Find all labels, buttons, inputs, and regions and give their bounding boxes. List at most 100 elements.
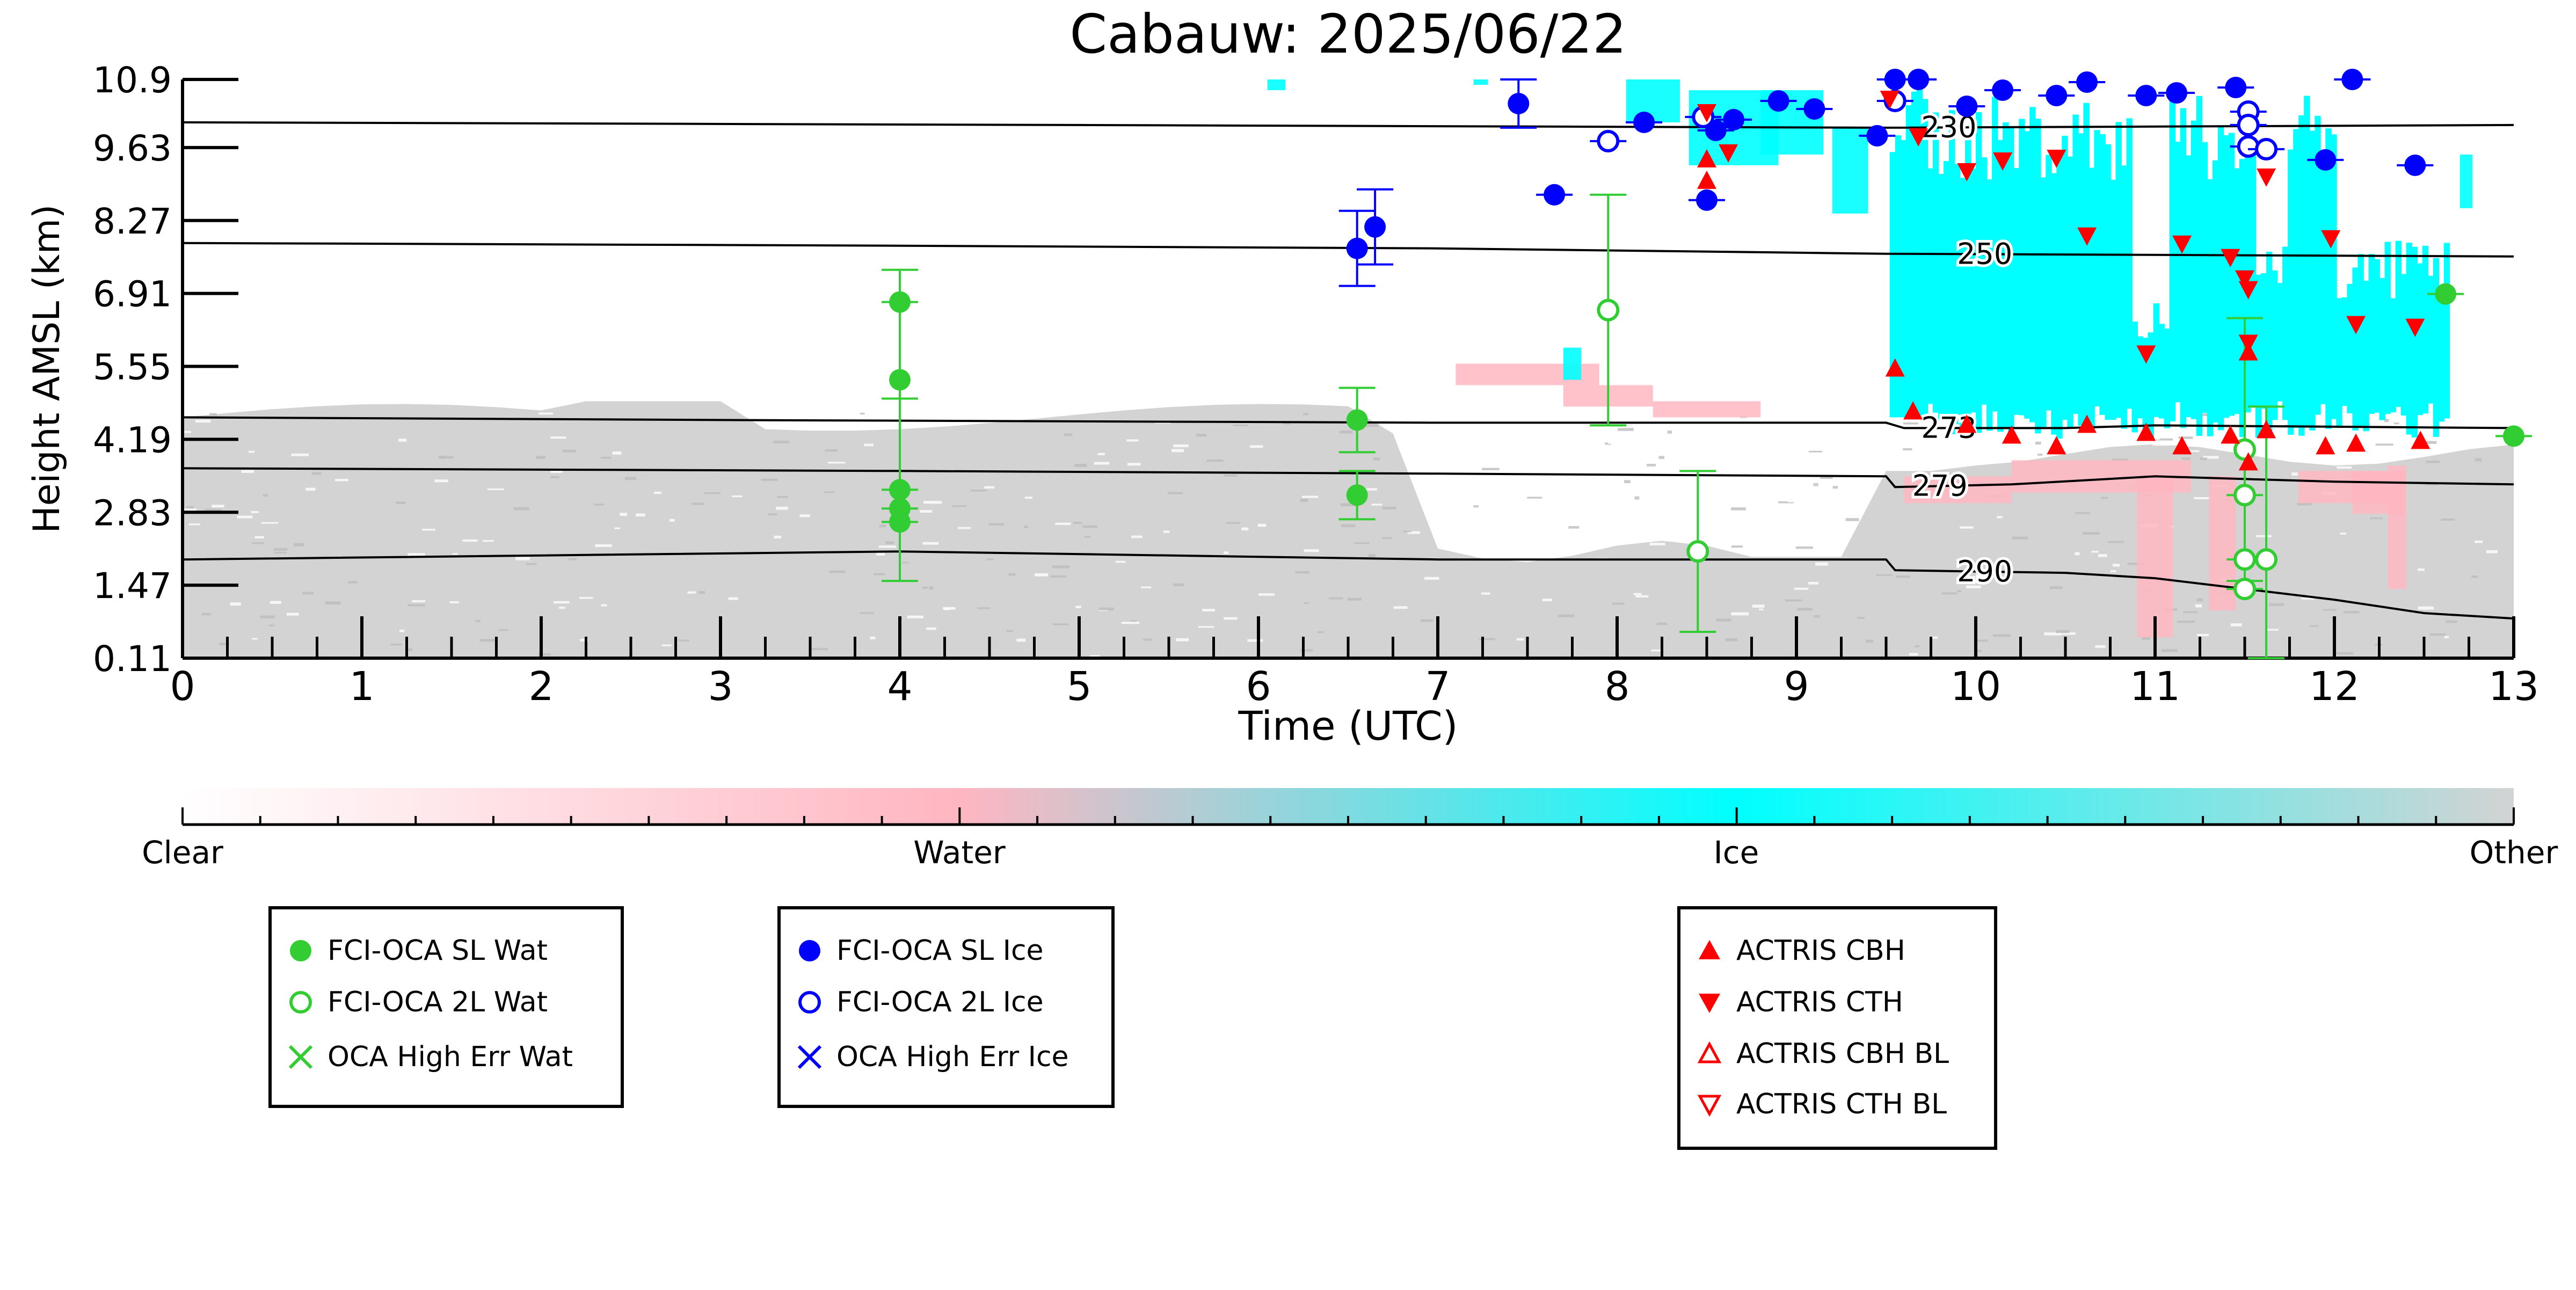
- open-circle-marker: [2237, 135, 2260, 158]
- classification-speckle: [864, 443, 874, 447]
- ice-class-column: [1943, 161, 1950, 417]
- classification-speckle: [2044, 632, 2061, 636]
- classification-speckle: [1845, 518, 1859, 521]
- ice-class-column: [2320, 163, 2326, 404]
- classification-speckle: [829, 570, 845, 573]
- ice-class-column: [2427, 275, 2434, 404]
- chart-title: Cabauw: 2025/06/22: [1069, 3, 1626, 65]
- ice-class-column: [2309, 130, 2316, 431]
- colorbar-label-ice: Ice: [1714, 834, 1759, 871]
- triangle-down-marker: [2257, 168, 2276, 187]
- classification-speckle: [1127, 463, 1141, 466]
- open-circle-marker: [2255, 548, 2278, 571]
- legend-item-higherr-wat: OCA High Err Wat: [285, 1033, 573, 1081]
- triangle-down-marker: [1993, 152, 2013, 171]
- classification-speckle: [1198, 626, 1214, 628]
- open-triangle-down-marker-icon: [1697, 1095, 1722, 1117]
- classification-speckle: [390, 644, 402, 646]
- classification-speckle: [1098, 607, 1115, 610]
- classification-speckle: [1304, 549, 1319, 552]
- classification-speckle: [1847, 535, 1852, 537]
- classification-speckle: [825, 449, 838, 452]
- water-class-patch: [2352, 471, 2406, 514]
- classification-speckle: [1735, 476, 1752, 479]
- classification-speckle: [452, 553, 458, 555]
- classification-speckle: [195, 420, 211, 423]
- classification-speckle: [553, 601, 570, 604]
- legend-item-sl-ice: FCI-OCA SL Ice: [794, 927, 1044, 975]
- legend-ice: FCI-OCA SL Ice FCI-OCA 2L Ice OCA High E…: [777, 906, 1115, 1108]
- classification-speckle: [1473, 505, 1479, 508]
- classification-speckle: [268, 624, 274, 626]
- ice-class-column: [2099, 134, 2106, 415]
- classification-speckle: [1407, 531, 1421, 534]
- open-circle-marker: [1597, 298, 1620, 322]
- classification-speckle: [1226, 522, 1240, 524]
- classification-speckle: [270, 601, 281, 604]
- classification-speckle: [1752, 604, 1765, 608]
- classification-speckle: [407, 648, 413, 651]
- classification-speckle: [1359, 488, 1377, 491]
- open-circle-marker: [2233, 578, 2256, 601]
- classification-speckle: [1900, 446, 1917, 449]
- classification-speckle: [1798, 436, 1804, 439]
- ice-class-column: [2228, 133, 2235, 416]
- classification-speckle: [923, 501, 942, 504]
- classification-speckle: [1050, 575, 1067, 578]
- legend-item-higherr-ice: OCA High Err Ice: [794, 1033, 1069, 1081]
- classification-speckle: [595, 544, 612, 547]
- ice-class-column: [1927, 168, 1934, 404]
- classification-speckle: [1737, 523, 1754, 527]
- classification-speckle: [1163, 530, 1170, 533]
- classification-speckle: [2340, 533, 2346, 535]
- triangle-down-marker: [1909, 128, 1929, 147]
- filled-circle-marker: [889, 511, 911, 533]
- classification-speckle: [1052, 623, 1069, 625]
- classification-speckle: [1173, 583, 1184, 586]
- ice-class-column: [2029, 107, 2036, 422]
- classification-speckle: [1340, 503, 1357, 507]
- classification-speckle: [2194, 497, 2212, 499]
- classification-speckle: [550, 470, 563, 473]
- triangle-down-marker: [2346, 316, 2366, 334]
- classification-speckle: [2310, 625, 2319, 627]
- classification-speckle: [1841, 526, 1852, 529]
- classification-speckle: [2343, 611, 2360, 614]
- classification-speckle: [774, 535, 782, 539]
- classification-speckle: [580, 639, 588, 642]
- ice-class-column: [2024, 131, 2031, 419]
- filled-circle-marker: [1346, 409, 1368, 431]
- classification-speckle: [237, 515, 253, 519]
- classification-speckle: [462, 539, 478, 542]
- open-circle-marker-icon: [289, 991, 312, 1014]
- classification-speckle: [1795, 546, 1813, 549]
- ice-class-column: [2417, 263, 2423, 416]
- classification-speckle: [2056, 630, 2070, 633]
- cloud-classification-field: [183, 79, 2514, 658]
- temperature-contour-line: [183, 550, 2514, 620]
- x-tick-label: 1: [349, 664, 374, 710]
- classification-speckle: [1733, 502, 1748, 505]
- classification-speckle: [2178, 436, 2193, 439]
- filled-circle-marker: [2503, 425, 2524, 447]
- filled-circle-marker: [2404, 154, 2426, 176]
- filled-circle-marker: [889, 369, 911, 391]
- ice-class-column: [1976, 112, 1982, 433]
- ice-class-column: [2379, 278, 2385, 420]
- classification-speckle: [1565, 518, 1577, 521]
- classification-speckle: [2475, 540, 2483, 543]
- classification-speckle: [2267, 629, 2279, 631]
- colorbar-label-other: Other: [2470, 834, 2558, 871]
- ice-class-column: [2153, 303, 2160, 417]
- classification-speckle: [1202, 609, 1215, 611]
- classification-speckle: [1849, 422, 1861, 425]
- classification-speckle: [1224, 475, 1238, 477]
- classification-speckle: [1814, 615, 1820, 618]
- ice-class-column: [2293, 129, 2300, 428]
- classification-speckle: [1649, 542, 1665, 546]
- classification-speckle: [1915, 645, 1919, 647]
- classification-speckle: [984, 486, 995, 489]
- classification-speckle: [1429, 467, 1436, 470]
- triangle-up-marker: [2316, 436, 2335, 455]
- contour-label: 279: [1912, 469, 1968, 502]
